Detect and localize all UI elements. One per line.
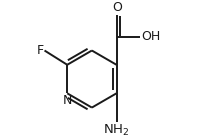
- Text: OH: OH: [141, 30, 160, 43]
- Text: NH$_2$: NH$_2$: [103, 122, 130, 138]
- Text: N: N: [63, 94, 72, 107]
- Text: O: O: [112, 1, 122, 14]
- Text: F: F: [37, 44, 44, 57]
